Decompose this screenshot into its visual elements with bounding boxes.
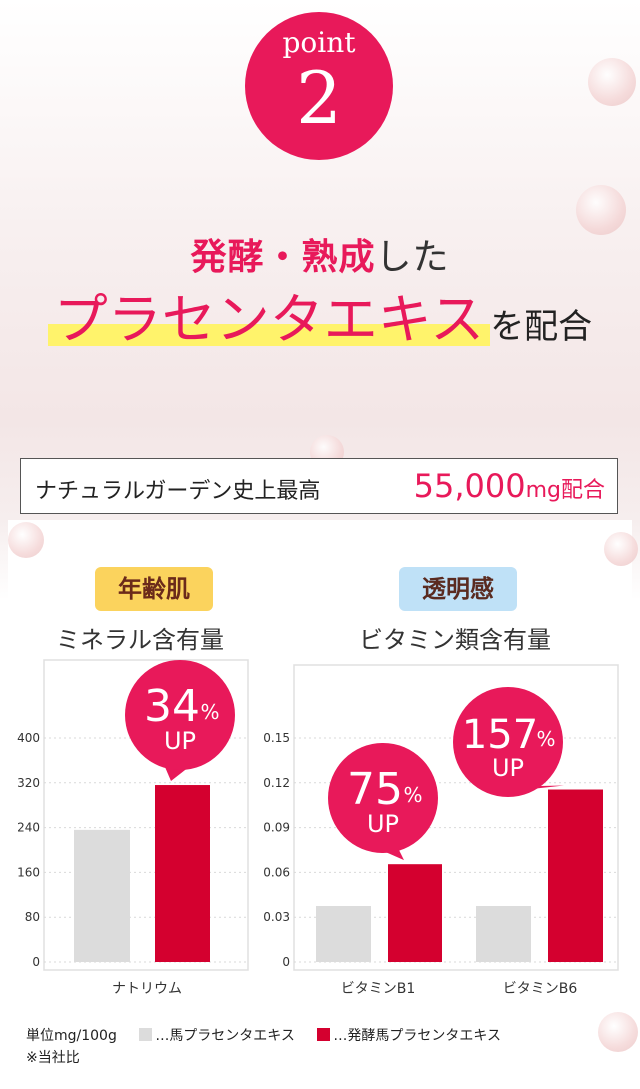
x-category-label: ビタミンB1 — [341, 981, 416, 997]
x-category-label: ビタミンB6 — [503, 981, 578, 997]
legend: 単位mg/100g …馬プラセンタエキス …発酵馬プラセンタエキス — [26, 1025, 501, 1045]
callout-percent: 34 — [144, 681, 200, 732]
y-tick-label: 0.09 — [263, 821, 290, 835]
decor-bubble — [598, 1012, 638, 1052]
badge-word: point — [282, 26, 356, 59]
y-tick-label: 0.15 — [263, 731, 290, 745]
headline-suffix: を配合 — [490, 307, 593, 347]
callout-percent: 75 — [347, 764, 403, 815]
decor-bubble — [588, 58, 636, 106]
legend-label-b: …発酵馬プラセンタエキス — [333, 1028, 501, 1044]
callout-percent-sign: % — [200, 700, 219, 724]
headline-line2: プラセンタエキス を配合 — [0, 275, 640, 354]
banner-number: 55,000 — [413, 467, 526, 505]
headline-emph: 発酵・熟成 — [190, 237, 376, 278]
badge-number: 2 — [296, 56, 342, 140]
decor-bubble — [576, 185, 626, 235]
point-badge: point 2 — [245, 12, 393, 160]
comparison-note: ※当社比 — [26, 1050, 80, 1066]
callout-up: UP — [367, 810, 399, 838]
y-tick-label: 400 — [17, 731, 40, 745]
banner-value: 55,000mg配合 — [414, 467, 605, 505]
y-tick-label: 160 — [17, 865, 40, 879]
y-tick-label: 0.06 — [263, 865, 290, 879]
tag-aging-skin: 年齢肌 — [95, 567, 213, 611]
x-category-label: ナトリウム — [112, 981, 182, 997]
callout-up: UP — [492, 754, 524, 782]
decor-bubble — [604, 532, 638, 566]
decor-bubble — [8, 522, 44, 558]
bar-horse — [74, 829, 130, 962]
headline-rest: した — [375, 237, 450, 278]
subtitle-vitamin: ビタミン類含有量 — [359, 626, 551, 654]
y-tick-label: 0.12 — [263, 776, 290, 790]
legend-swatch-gray — [139, 1028, 153, 1041]
bar-fermented — [548, 789, 603, 962]
y-tick-label: 240 — [17, 821, 40, 835]
callout-percent-sign: % — [403, 783, 422, 807]
bar-fermented — [155, 785, 210, 962]
legend-label-a: …馬プラセンタエキス — [155, 1028, 295, 1044]
y-tick-label: 0.03 — [263, 910, 290, 924]
y-tick-label: 320 — [17, 776, 40, 790]
record-banner: ナチュラルガーデン史上最高 55,000mg配合 — [20, 458, 618, 514]
bar-horse — [476, 906, 531, 962]
callout-percent-sign: % — [536, 727, 555, 751]
legend-swatch-red — [317, 1028, 331, 1041]
y-tick-label: 80 — [25, 910, 40, 924]
banner-text: ナチュラルガーデン史上最高 — [35, 479, 321, 504]
y-tick-label: 0 — [32, 955, 40, 969]
y-tick-label: 0 — [282, 955, 290, 969]
banner-unit: mg配合 — [525, 478, 605, 503]
bar-fermented — [388, 864, 442, 962]
headline-line1: 発酵・熟成した — [0, 228, 640, 280]
callout-percent: 157 — [462, 712, 538, 758]
headline-main: プラセンタエキス — [47, 275, 491, 354]
callout-bubble — [125, 660, 235, 770]
callout-bubble — [328, 743, 438, 853]
bar-horse — [316, 906, 371, 962]
subtitle-mineral: ミネラル含有量 — [56, 626, 224, 654]
tag-clarity: 透明感 — [399, 567, 517, 611]
unit-note: 単位mg/100g — [26, 1028, 117, 1044]
callout-up: UP — [164, 727, 196, 755]
callout-bubble — [453, 687, 563, 797]
